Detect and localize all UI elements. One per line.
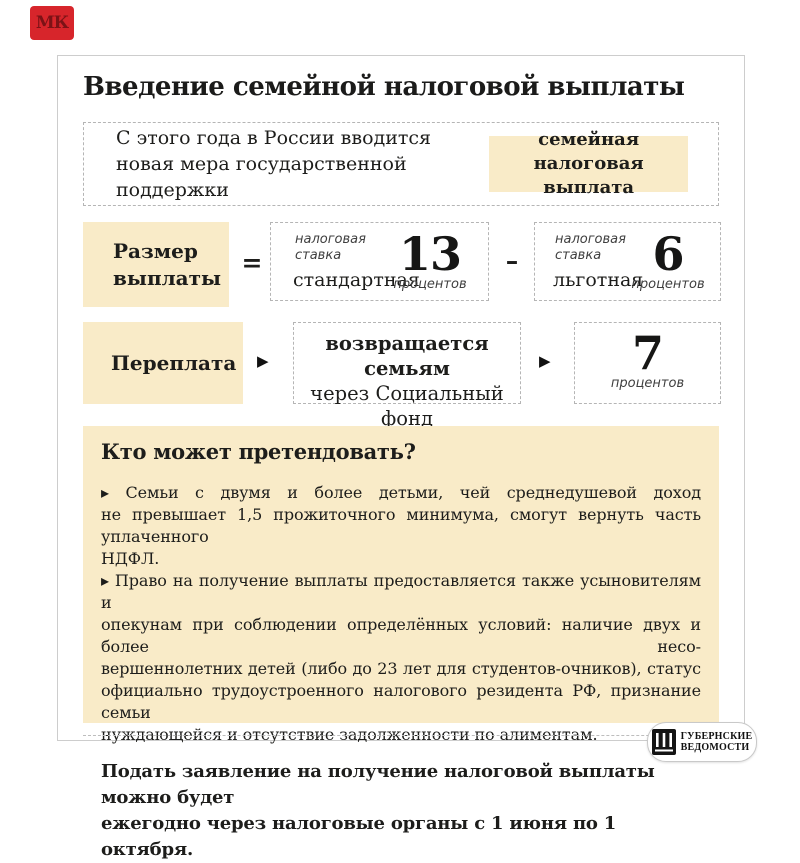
bottom-dashed-divider [83,735,719,736]
tax-rate-small-label: налоговая ставка [295,232,366,264]
standard-rate-value-group: 13 процентов [384,228,476,292]
overpayment-line-2: через Социальный фонд [310,382,504,430]
payment-size-label: Размер выплаты [83,222,229,307]
tax-rate-small-line-2: ставка [555,248,602,263]
right-arrow-icon: ▶ [539,352,551,370]
highlight-line-2: налоговая выплата [533,153,644,198]
page-title: Введение семейной налоговой выплаты [83,72,685,102]
overpayment-return-box: возвращается семьям через Социальный фон… [293,322,521,455]
bullet1-line: не превышает 1,5 прожиточного минимума, … [101,505,701,546]
overpayment-line-1: возвращается семьям [325,332,489,380]
eligibility-body: ▸ Семьи с двумя и более детьми, чей сред… [101,482,701,746]
application-deadline-note: Подать заявление на получение налоговой … [101,759,701,863]
newspaper-corner-badge: МК [30,6,74,40]
overpayment-unit: процентов [610,376,685,391]
deadline-line-2: ежегодно через налоговые органы с 1 июня… [101,813,617,860]
publisher-emblem-icon [651,729,676,755]
intro-line-1: С этого года в России вводится [116,127,432,149]
bullet1-line: НДФЛ. [101,549,160,568]
right-arrow-icon: ▶ [257,352,269,370]
standard-rate-value: 13 [398,227,462,281]
eligibility-section: Кто может претендовать? ▸ Семьи с двумя … [83,426,719,860]
overpayment-label: Переплата [83,322,243,404]
preferential-rate-value: 6 [652,227,684,281]
overpayment-value-box: 7 процентов [574,322,721,404]
preferential-rate-name: льготная [553,269,644,291]
payment-size-label-line-1: Размер [113,238,198,263]
infographic-frame: Введение семейной налоговой выплаты С эт… [57,55,745,860]
standard-tax-rate-box: налоговая ставка стандартная 13 проценто… [270,222,489,301]
intro-line-2: новая мера государственной поддержки [116,153,407,201]
intro-box: С этого года в России вводится новая мер… [83,122,719,206]
tax-rate-small-label: налоговая ставка [555,232,626,264]
eligibility-heading: Кто может претендовать? [101,439,416,464]
deadline-line-1: Подать заявление на получение налоговой … [101,761,655,808]
preferential-tax-rate-box: налоговая ставка льготная 6 процентов [534,222,721,301]
minus-sign: – [505,246,519,275]
publisher-logo-line-1: ГУБЕРНСКИЕ [680,731,753,742]
payment-size-label-line-2: выплаты [113,265,222,290]
tax-rate-small-line-1: налоговая [295,232,366,247]
tax-rate-small-line-2: ставка [295,248,342,263]
highlight-line-1: семейная [538,129,640,150]
bullet2-line: ▸ Право на получение выплаты предоставля… [101,571,701,612]
equals-sign: = [241,248,263,277]
bullet2-line: вершеннолетних детей (либо до 23 лет для… [101,659,701,678]
publisher-logo-line-2: ВЕДОМОСТИ [680,742,750,753]
standard-rate-unit: процентов [393,277,467,292]
bullet2-line: официально трудоустроенного налогового р… [101,681,701,722]
publisher-logo: ГУБЕРНСКИЕ ВЕДОМОСТИ [647,722,757,762]
overpayment-value: 7 [631,326,664,380]
intro-text: С этого года в России вводится новая мер… [116,125,489,203]
standard-rate-name: стандартная [293,269,420,291]
publisher-logo-text: ГУБЕРНСКИЕ ВЕДОМОСТИ [681,731,753,753]
bullet2-line: нуждающейся и отсутствие задолженности п… [101,725,598,744]
highlight-family-tax-payment: семейная налоговая выплата [489,129,688,198]
preferential-rate-unit: процентов [631,277,705,292]
preferential-rate-value-group: 6 процентов [624,228,712,292]
tax-rate-small-line-1: налоговая [555,232,626,247]
bullet1-line: ▸ Семьи с двумя и более детьми, чей сред… [101,483,701,502]
bullet2-line: опекунам при соблюдении определённых усл… [101,615,701,656]
